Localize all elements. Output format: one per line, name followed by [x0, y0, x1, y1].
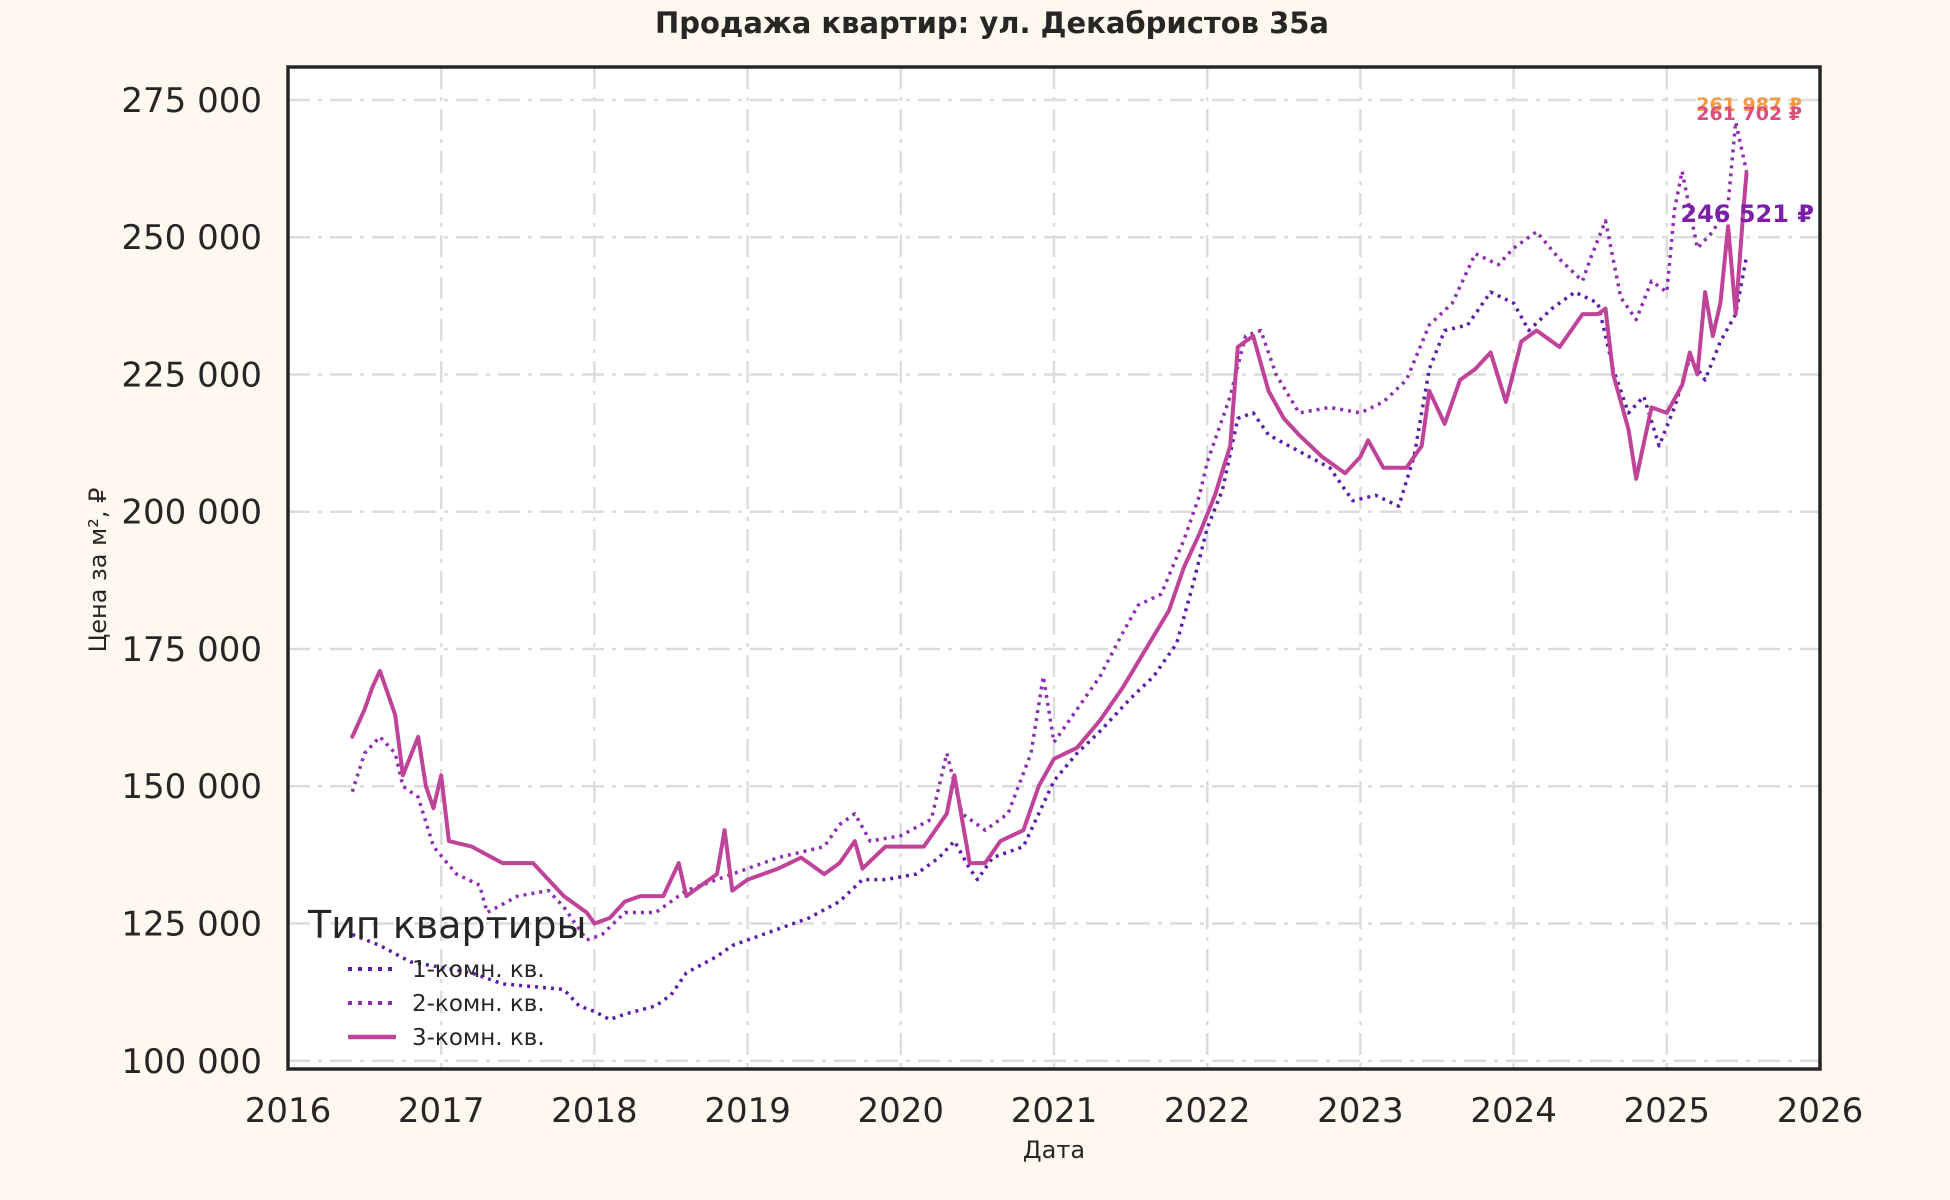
y-tick-label: 275 000	[121, 81, 262, 121]
legend: Тип квартиры 1-комн. кв. 2-комн. кв. 3-ком…	[307, 903, 587, 1051]
y-tick-label: 225 000	[121, 355, 262, 395]
x-tick-label: 2025	[1624, 1091, 1711, 1131]
x-axis-label: Дата	[1023, 1136, 1085, 1164]
series-line-3	[350, 171, 1749, 926]
x-tick-label: 2021	[1011, 1091, 1098, 1131]
end-value-label: 261 702 ₽	[1696, 103, 1802, 125]
chart-title: Продажа квартир: ул. Декабристов 35а	[655, 6, 1329, 40]
end-value-label: 246 521 ₽	[1680, 200, 1814, 228]
x-tick-label: 2020	[858, 1091, 945, 1131]
end-value-label: 261 987 ₽	[1696, 94, 1802, 116]
x-tick-label: 2024	[1470, 1091, 1557, 1131]
x-tick-label: 2018	[551, 1091, 638, 1131]
plot-area	[288, 67, 1820, 1069]
y-tick-label: 100 000	[121, 1042, 262, 1082]
grid-lines	[286, 67, 1822, 1069]
series-line-2	[350, 120, 1749, 942]
x-axis-ticks: 2016 2017 2018 2019 2020 2021 2022 2023 2024 2025…	[245, 1091, 1864, 1131]
y-tick-label: 175 000	[121, 630, 262, 670]
y-axis-label: Цена за м², ₽	[84, 488, 112, 653]
x-tick-label: 2026	[1777, 1091, 1864, 1131]
end-value-labels: 246 521 ₽ 261 987 ₽261 702 ₽	[1680, 94, 1814, 228]
x-tick-label: 2022	[1164, 1091, 1251, 1131]
x-tick-label: 2023	[1317, 1091, 1404, 1131]
series-line-1	[351, 255, 1749, 1022]
legend-entry-label: 1-комн. кв.	[412, 957, 545, 983]
y-tick-label: 250 000	[121, 218, 262, 258]
y-tick-label: 150 000	[121, 767, 262, 807]
x-tick-label: 2019	[704, 1091, 791, 1131]
y-tick-label: 200 000	[121, 493, 262, 533]
y-axis-ticks: 100 000 125 000 150 000 175 000 200 000 225 0…	[121, 81, 262, 1082]
legend-entry-label: 3-комн. кв.	[412, 1025, 545, 1051]
y-tick-label: 125 000	[121, 905, 262, 945]
series-lines	[350, 120, 1749, 1022]
legend-title: Тип квартиры	[307, 903, 587, 947]
legend-entry-label: 2-комн. кв.	[412, 991, 545, 1017]
x-tick-label: 2016	[245, 1091, 332, 1131]
x-tick-label: 2017	[398, 1091, 485, 1131]
plot-frame	[286, 65, 1822, 1071]
